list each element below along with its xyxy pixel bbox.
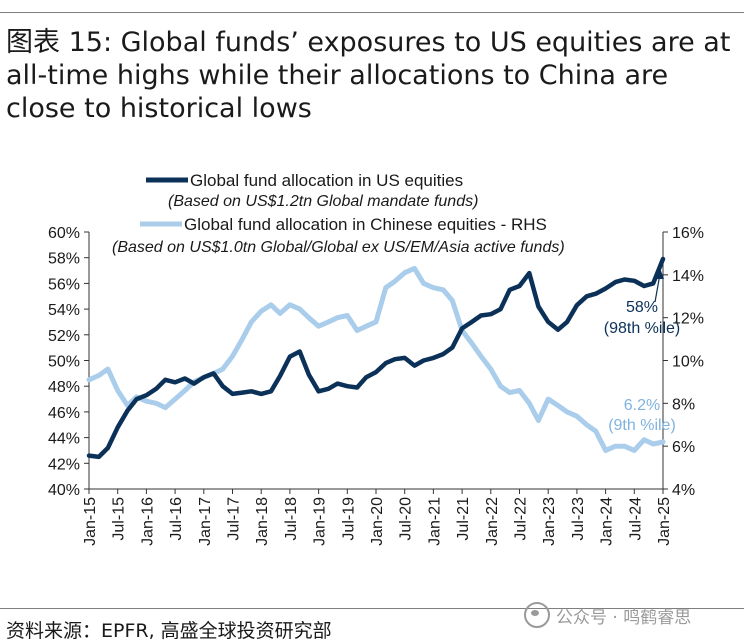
x-tick-label: Jul-20 (398, 497, 415, 541)
x-tick-label: Jul-22 (513, 497, 530, 541)
left-tick-label: 56% (48, 276, 80, 293)
annotation-china: 6.2% (9th %ile) (608, 397, 676, 434)
axis-lines (88, 232, 664, 490)
top-rule (0, 12, 744, 13)
x-tick-label: Jan-20 (369, 497, 386, 546)
left-tick-label: 46% (48, 405, 80, 422)
left-tick-label: 42% (48, 456, 80, 473)
china-series-line (86, 265, 666, 453)
x-tick-label: Jan-22 (484, 497, 501, 546)
right-axis-ticks: 16% 14% 12% 10% 8% 6% 4% (663, 225, 704, 499)
chart-title: 图表 15: Global funds’ exposures to US equ… (6, 27, 731, 124)
watermark: 公众号 · 鸣鹤睿思 (524, 602, 691, 628)
left-tick-label: 58% (48, 251, 80, 268)
right-tick-label: 12% (672, 311, 704, 328)
right-tick-label: 16% (672, 225, 704, 242)
right-tick-label: 6% (672, 439, 695, 456)
x-tick-label: Jul-15 (111, 497, 128, 541)
x-tick-label: Jul-18 (283, 497, 300, 541)
annotation-china-line1: 6.2% (624, 397, 660, 414)
right-tick-label: 14% (672, 268, 704, 285)
x-tick-label: Jul-16 (168, 497, 185, 541)
left-tick-label: 50% (48, 354, 80, 371)
left-tick-label: 52% (48, 328, 80, 345)
x-tick-label: Jul-19 (340, 497, 357, 541)
right-tick-label: 4% (672, 482, 695, 499)
legend-label-us: Global fund allocation in US equities (190, 171, 463, 190)
x-tick-label: Jul-21 (455, 497, 472, 541)
left-tick-label: 40% (48, 482, 80, 499)
x-tick-label: Jan-16 (139, 497, 156, 546)
x-tick-label: Jan-19 (312, 497, 329, 546)
x-tick-label: Jan-15 (82, 497, 99, 546)
x-axis-ticks: Jan-15 Jul-15 Jan-16 Jul-16 Jan-17 Jul-17 Jan-… (82, 489, 673, 546)
x-tick-label: Jul-17 (226, 497, 243, 541)
left-tick-label: 48% (48, 379, 80, 396)
annotation-us-line2: (98th %ile) (604, 320, 680, 337)
annotation-us-line1: 58% (626, 299, 658, 316)
legend-sub-china: (Based on US$1.0tn Global/Global ex US/E… (112, 239, 565, 256)
x-tick-label: Jan-23 (541, 497, 558, 546)
legend-label-china: Global fund allocation in Chinese equiti… (184, 215, 547, 234)
x-tick-label: Jan-17 (197, 497, 214, 546)
source-note: 资料来源：EPFR, 高盛全球投资研究部 (6, 620, 332, 642)
us-series-line (86, 256, 666, 460)
left-tick-label: 44% (48, 431, 80, 448)
x-tick-label: Jan-18 (254, 497, 271, 546)
x-tick-label: Jan-25 (656, 497, 673, 546)
x-tick-label: Jul-24 (627, 497, 644, 541)
right-tick-label: 8% (672, 396, 695, 413)
watermark-text: 公众号 · 鸣鹤睿思 (556, 607, 692, 628)
right-tick-label: 10% (672, 354, 704, 371)
wechat-icon (524, 602, 550, 628)
annotation-china-line2: (9th %ile) (608, 417, 676, 434)
left-tick-label: 60% (48, 225, 80, 242)
x-tick-label: Jan-21 (426, 497, 443, 546)
bottom-rule (0, 608, 744, 609)
legend: Global fund allocation in US equities (B… (112, 171, 565, 256)
left-axis-ticks: 60% 58% 56% 54% 52% 50% 48% 46% 44% 42% 40% (48, 225, 89, 499)
annotation-us-arrowhead (655, 268, 664, 279)
annotation-us: 58% (98th %ile) (604, 268, 680, 337)
legend-sub-us: (Based on US$1.2tn Global mandate funds) (168, 193, 478, 210)
x-tick-label: Jul-23 (570, 497, 587, 541)
x-tick-label: Jan-24 (599, 497, 616, 546)
left-tick-label: 54% (48, 302, 80, 319)
